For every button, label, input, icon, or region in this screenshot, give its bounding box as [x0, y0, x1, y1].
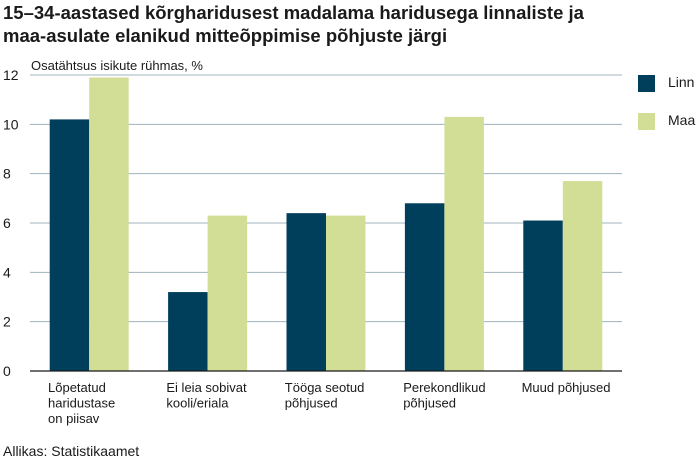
- chart-title-line-2: maa-asulate elanikud mitteõppimise põhju…: [3, 25, 448, 46]
- bar-maa-0: [89, 77, 129, 371]
- x-tick-label-1: Ei leia sobivat kooli/eriala: [166, 380, 247, 411]
- x-tick-label-4: Muud põhjused: [522, 380, 611, 395]
- x-tick-label-0-line-1: haridustase: [48, 396, 115, 411]
- x-tick-label-2-line-0: Tööga seotud: [285, 380, 365, 395]
- x-tick-label-0: Lõpetatud haridustase on piisav: [48, 380, 115, 426]
- bar-linn-2: [286, 213, 326, 371]
- chart-title-line-1: 15–34-aastased kõrgharidusest madalama h…: [3, 2, 584, 23]
- y-tick-label-8: 8: [3, 166, 11, 182]
- y-tick-label-12: 12: [3, 67, 19, 83]
- bar-maa-4: [562, 181, 603, 371]
- bar-linn-4: [523, 220, 563, 371]
- y-tick-label-0: 0: [3, 363, 11, 379]
- x-tick-label-1-line-1: kooli/eriala: [166, 396, 229, 411]
- x-tick-label-0-line-2: on piisav: [48, 411, 100, 426]
- bar-linn-1: [168, 292, 208, 371]
- y-tick-label-10: 10: [3, 116, 19, 132]
- x-tick-label-3-line-0: Perekondlikud: [403, 380, 485, 395]
- y-tick-label-4: 4: [3, 264, 11, 280]
- legend-swatch-linn: [638, 75, 655, 92]
- chart-title: 15–34-aastased kõrgharidusest madalama h…: [3, 1, 693, 47]
- x-tick-label-0-line-0: Lõpetatud: [48, 380, 106, 395]
- x-tick-label-4-line-0: Muud põhjused: [522, 380, 611, 395]
- y-tick-label-6: 6: [3, 215, 11, 231]
- source-note: Allikas: Statistikaamet: [3, 443, 140, 459]
- legend-swatch-maa: [638, 113, 655, 130]
- bar-maa-2: [326, 215, 366, 371]
- x-tick-label-2-line-1: põhjused: [285, 396, 338, 411]
- y-tick-label-2: 2: [3, 314, 11, 330]
- x-tick-label-3: Perekondlikud põhjused: [403, 380, 485, 411]
- legend-label-linn: Linn: [668, 74, 695, 90]
- y-axis-label: Osatähtsus isikute rühmas, %: [31, 58, 203, 73]
- legend-label-maa: Maa: [668, 112, 696, 128]
- x-tick-label-2: Tööga seotud põhjused: [285, 380, 365, 411]
- bar-linn-0: [49, 119, 90, 372]
- bar-maa-3: [444, 116, 484, 371]
- bar-maa-1: [207, 215, 248, 371]
- bar-linn-3: [404, 203, 445, 371]
- x-tick-label-3-line-1: põhjused: [403, 396, 456, 411]
- x-tick-label-1-line-0: Ei leia sobivat: [166, 380, 247, 395]
